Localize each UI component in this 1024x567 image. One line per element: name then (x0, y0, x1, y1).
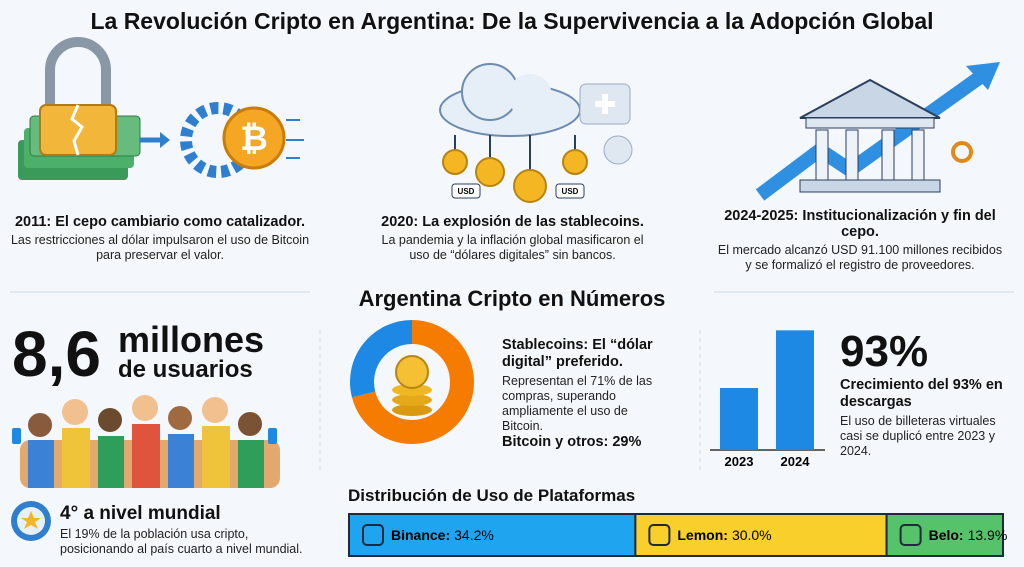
platforms-title: Distribución de Uso de Plataformas (348, 486, 636, 505)
cloud-illustration: USD USD (439, 63, 633, 203)
downloads-title: Crecimiento del 93% en descargas (840, 377, 1003, 410)
users-number: 8,6 (12, 318, 101, 390)
platform-value: 13.9% (968, 527, 1008, 543)
section-title: Argentina Cripto en Números (358, 286, 666, 311)
platform-name: Lemon: (677, 527, 728, 543)
timeline-item: 2020: La explosión de las stablecoins. L… (370, 214, 655, 263)
bar (776, 330, 814, 450)
x-tick-label: 2023 (725, 454, 754, 469)
timeline-title: 2024-2025: Institucionalización y fin de… (724, 208, 996, 240)
svg-text:₿: ₿ (240, 120, 268, 158)
page-title: La Revolución Cripto en Argentina: De la… (90, 8, 934, 34)
platform-name: Belo: (929, 527, 964, 543)
cepo-illustration: ₿ (18, 37, 304, 180)
platform-label: Binance: 34.2% (391, 527, 494, 543)
rank-title: 4° a nivel mundial (60, 503, 221, 524)
platform-value: 30.0% (732, 527, 772, 543)
stablecoins-footer: Bitcoin y otros: 29% (502, 434, 642, 450)
timeline-text: La pandemia y la inflación global masifi… (381, 233, 644, 262)
platform-segment (885, 513, 1005, 557)
platform-segment (634, 513, 888, 557)
stablecoins-text: Representan el 71% de las compras, super… (502, 374, 653, 433)
users-unit: millones (118, 319, 265, 360)
usd-label: USD (562, 187, 579, 196)
coin-stack (392, 355, 432, 416)
rank-badge (11, 501, 51, 541)
bank-illustration (755, 62, 1000, 201)
users-unit: de usuarios (118, 356, 253, 383)
platform-icon (648, 524, 671, 546)
timeline-text: Las restricciones al dólar impulsaron el… (10, 233, 310, 262)
timeline-text: El mercado alcanzó USD 91.100 millones r… (717, 243, 1003, 272)
platform-icon (362, 524, 384, 546)
bar (720, 388, 758, 450)
platform-label: Lemon: 30.0% (677, 527, 771, 543)
platform-segment (348, 513, 637, 557)
usd-label: USD (458, 187, 475, 196)
people-illustration (12, 395, 280, 488)
stablecoins-title: Stablecoins: El “dólar digital” preferid… (502, 337, 653, 370)
timeline-item: 2011: El cepo cambiario como catalizador… (10, 214, 310, 263)
platform-value: 34.2% (454, 527, 494, 543)
platform-label: Belo: 13.9% (929, 527, 1008, 543)
timeline-item: 2024-2025: Institucionalización y fin de… (715, 208, 1005, 273)
timeline-title: 2011: El cepo cambiario como catalizador… (14, 214, 306, 230)
rank-text: El 19% de la población usa cripto, posic… (60, 527, 303, 556)
platform-icon (899, 524, 922, 546)
downloads-text: El uso de billeteras virtuales casi se d… (840, 414, 996, 458)
timeline-title: 2020: La explosión de las stablecoins. (381, 214, 644, 230)
x-tick-label: 2024 (781, 454, 811, 469)
platform-name: Binance: (391, 527, 450, 543)
donut-segment (351, 320, 474, 444)
downloads-number: 93% (840, 327, 929, 376)
donut-segment (350, 320, 413, 398)
